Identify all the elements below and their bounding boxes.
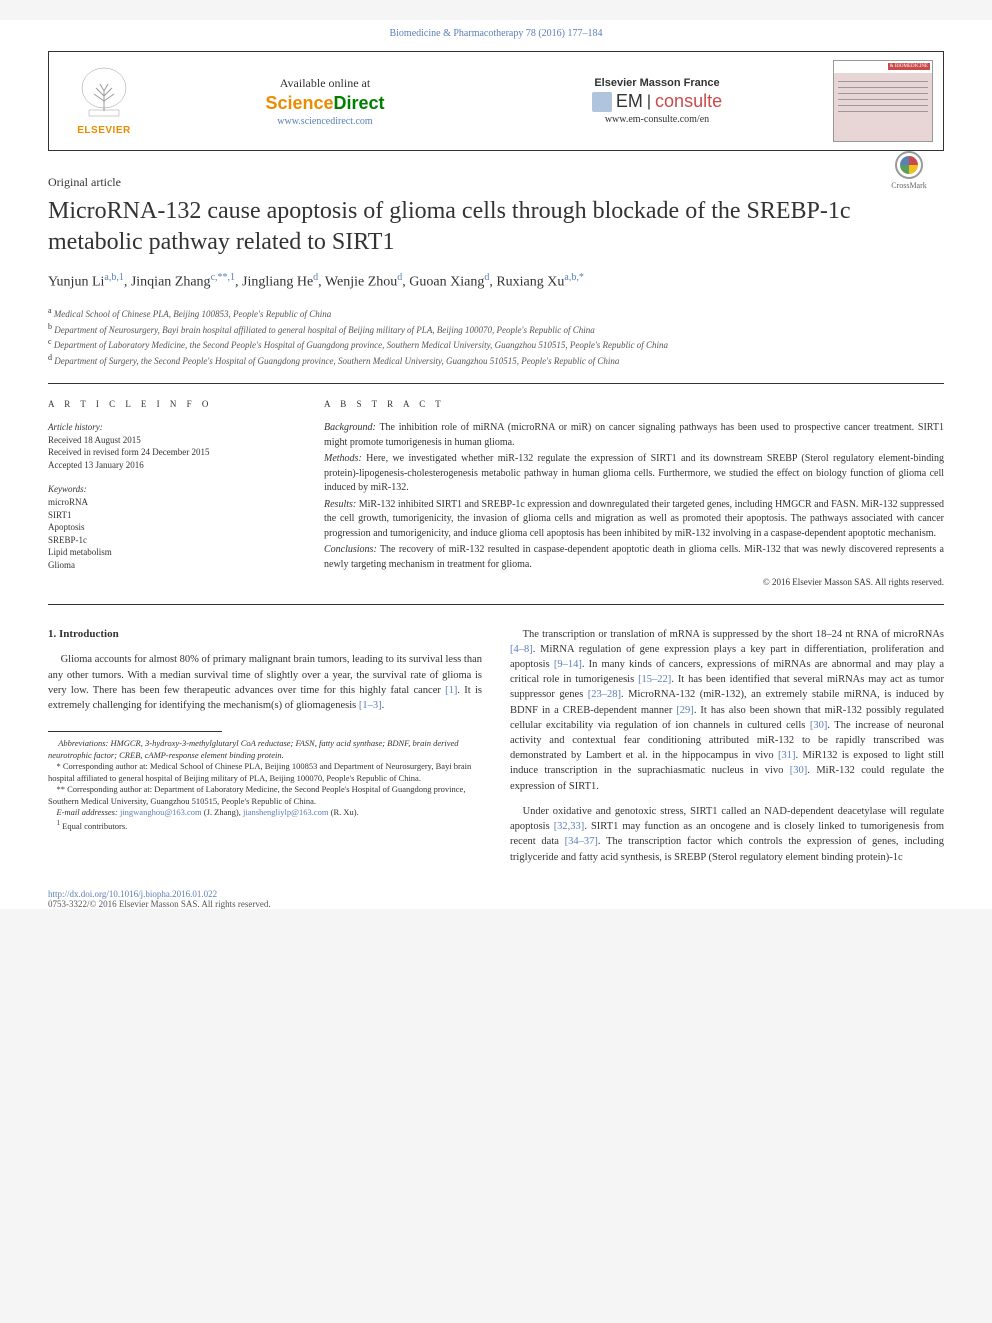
abstract-methods: Methods: Here, we investigated whether m… bbox=[324, 452, 944, 496]
footnotes: Abbreviations: HMGCR, 3-hydroxy-3-methyl… bbox=[48, 738, 482, 832]
keywords-list: microRNASIRT1ApoptosisSREBP-1cLipid meta… bbox=[48, 496, 288, 572]
body-col-left: 1. Introduction Glioma accounts for almo… bbox=[48, 627, 482, 875]
em-publisher: Elsevier Masson France bbox=[594, 77, 719, 89]
abstract-background: Background: The inhibition role of miRNA… bbox=[324, 421, 944, 450]
footnote-rule bbox=[48, 731, 222, 732]
em-logo: EM|consulte bbox=[592, 91, 722, 112]
crossmark-icon bbox=[895, 151, 923, 179]
abstract: A B S T R A C T Background: The inhibiti… bbox=[324, 398, 944, 589]
email-line: E-mail addresses: jingwanghou@163.com (J… bbox=[48, 807, 482, 818]
revised-date: Received in revised form 24 December 201… bbox=[48, 446, 288, 459]
affiliations: a Medical School of Chinese PLA, Beijing… bbox=[48, 305, 944, 367]
em-url[interactable]: www.em-consulte.com/en bbox=[605, 114, 709, 125]
article-info: A R T I C L E I N F O Article history: R… bbox=[48, 398, 288, 589]
abbreviations: Abbreviations: HMGCR, 3-hydroxy-3-methyl… bbox=[48, 738, 482, 761]
corresponding-1: * Corresponding author at: Medical Schoo… bbox=[48, 761, 482, 784]
intro-heading: 1. Introduction bbox=[48, 627, 482, 643]
corresponding-2: ** Corresponding author at: Department o… bbox=[48, 784, 482, 807]
divider-top bbox=[48, 383, 944, 384]
sciencedirect-block: Available online at ScienceDirect www.sc… bbox=[159, 52, 491, 150]
article-title: MicroRNA-132 cause apoptosis of glioma c… bbox=[48, 196, 944, 258]
cover-badge: & BIOMEDICINE bbox=[888, 63, 930, 70]
elsevier-label: ELSEVIER bbox=[77, 125, 130, 136]
elsevier-block: ELSEVIER bbox=[49, 52, 159, 150]
publisher-banner: ELSEVIER Available online at ScienceDire… bbox=[48, 51, 944, 151]
banner-middle: Available online at ScienceDirect www.sc… bbox=[159, 52, 823, 150]
crossmark-label: CrossMark bbox=[891, 181, 927, 190]
available-text: Available online at bbox=[280, 76, 370, 91]
intro-paragraph: Glioma accounts for almost 80% of primar… bbox=[48, 652, 482, 713]
journal-cover-block: & BIOMEDICINE bbox=[823, 52, 943, 150]
header-citation: Biomedicine & Pharmacotherapy 78 (2016) … bbox=[0, 20, 992, 51]
authors: Yunjun Lia,b,1, Jinqian Zhangc,**,1, Jin… bbox=[48, 272, 944, 291]
abstract-conclusions: Conclusions: The recovery of miR-132 res… bbox=[324, 543, 944, 572]
crossmark-badge[interactable]: CrossMark bbox=[874, 151, 944, 190]
article-type: Original article bbox=[48, 175, 944, 190]
info-label: A R T I C L E I N F O bbox=[48, 398, 288, 411]
journal-cover-thumb: & BIOMEDICINE bbox=[833, 60, 933, 142]
keywords-head: Keywords: bbox=[48, 483, 288, 496]
received-date: Received 18 August 2015 bbox=[48, 434, 288, 447]
elsevier-tree-icon bbox=[74, 66, 134, 121]
body-p2: The transcription or translation of mRNA… bbox=[510, 627, 944, 794]
body-col-right: The transcription or translation of mRNA… bbox=[510, 627, 944, 875]
abstract-copyright: © 2016 Elsevier Masson SAS. All rights r… bbox=[324, 576, 944, 589]
history-head: Article history: bbox=[48, 421, 288, 434]
abstract-label: A B S T R A C T bbox=[324, 398, 944, 411]
sd-url[interactable]: www.sciencedirect.com bbox=[277, 116, 372, 127]
em-icon bbox=[592, 92, 612, 112]
abstract-results: Results: MiR-132 inhibited SIRT1 and SRE… bbox=[324, 498, 944, 542]
accepted-date: Accepted 13 January 2016 bbox=[48, 459, 288, 472]
equal-contrib: 1 Equal contributors. bbox=[48, 819, 482, 832]
body-p3: Under oxidative and genotoxic stress, SI… bbox=[510, 804, 944, 865]
divider-bottom bbox=[48, 604, 944, 605]
emconsulte-block: Elsevier Masson France EM|consulte www.e… bbox=[491, 52, 823, 150]
sciencedirect-logo: ScienceDirect bbox=[265, 93, 384, 114]
doi-link[interactable]: http://dx.doi.org/10.1016/j.biopha.2016.… bbox=[48, 889, 944, 899]
issn-copyright: 0753-3322/© 2016 Elsevier Masson SAS. Al… bbox=[48, 899, 944, 909]
